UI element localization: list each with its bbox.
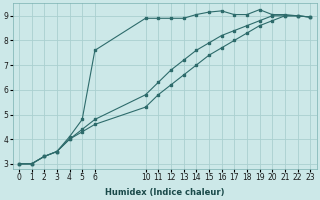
X-axis label: Humidex (Indice chaleur): Humidex (Indice chaleur) (105, 188, 224, 197)
